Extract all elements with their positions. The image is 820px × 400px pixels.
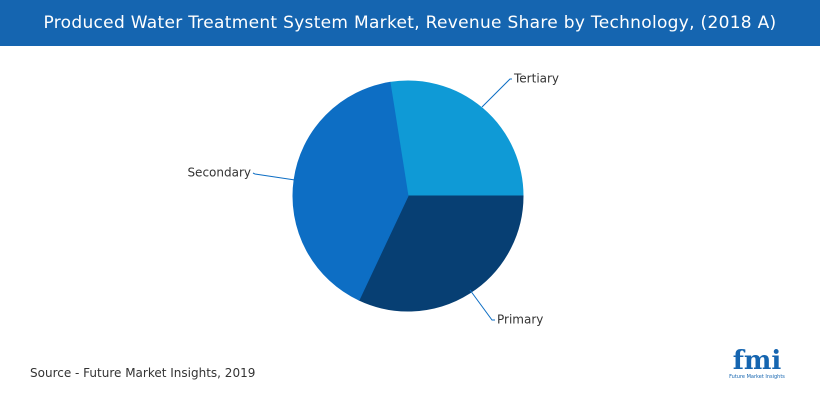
logo-text: fmi	[732, 346, 782, 376]
leader-line	[252, 172, 296, 181]
pie-slice	[389, 80, 524, 197]
chart-title: Produced Water Treatment System Market, …	[0, 0, 820, 46]
pie-slice	[358, 195, 524, 312]
slice-label: Tertiary	[513, 72, 559, 86]
slice-label: Secondary	[187, 166, 251, 180]
logo-subtext: Future Market Insights	[729, 374, 785, 380]
leader-line	[481, 78, 512, 108]
logo: fmi Future Market Insights	[726, 348, 788, 381]
source-note: Source - Future Market Insights, 2019	[30, 366, 256, 380]
slice-label: Primary	[497, 313, 543, 327]
leader-line	[469, 289, 495, 321]
